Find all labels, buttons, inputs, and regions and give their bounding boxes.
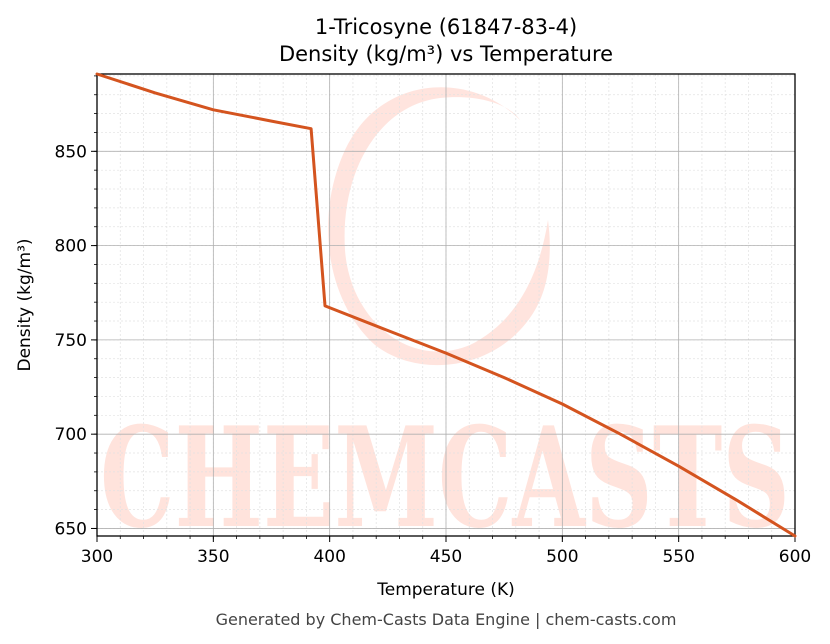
watermark-text: CHEMCASTS bbox=[100, 396, 790, 559]
chart-subtitle: Density (kg/m³) vs Temperature bbox=[279, 42, 613, 66]
y-tick-label: 650 bbox=[55, 519, 87, 539]
x-axis-label: Temperature (K) bbox=[376, 580, 515, 600]
x-tick-label: 300 bbox=[81, 547, 113, 567]
y-axis-label: Density (kg/m³) bbox=[15, 238, 35, 371]
x-tick-label: 550 bbox=[662, 547, 694, 567]
density-line bbox=[95, 72, 797, 538]
x-tick-label: 400 bbox=[313, 547, 345, 567]
y-tick-labels: 650 700 750 800 850 bbox=[55, 142, 87, 539]
x-tick-label: 600 bbox=[779, 547, 811, 567]
x-tick-label: 500 bbox=[546, 547, 578, 567]
y-tick-label: 750 bbox=[55, 331, 87, 351]
footer-credit: Generated by Chem-Casts Data Engine | ch… bbox=[216, 610, 677, 629]
chart-title: 1-Tricosyne (61847-83-4) bbox=[315, 15, 577, 39]
watermark: CHEMCASTS bbox=[100, 87, 790, 559]
axis-ticks bbox=[91, 75, 796, 542]
watermark-swirl bbox=[328, 87, 550, 366]
x-tick-labels: 300 350 400 450 500 550 600 bbox=[81, 547, 811, 567]
x-tick-label: 450 bbox=[430, 547, 462, 567]
x-tick-label: 350 bbox=[197, 547, 229, 567]
y-tick-label: 800 bbox=[55, 237, 87, 257]
y-tick-label: 700 bbox=[55, 425, 87, 445]
y-tick-label: 850 bbox=[55, 142, 87, 162]
